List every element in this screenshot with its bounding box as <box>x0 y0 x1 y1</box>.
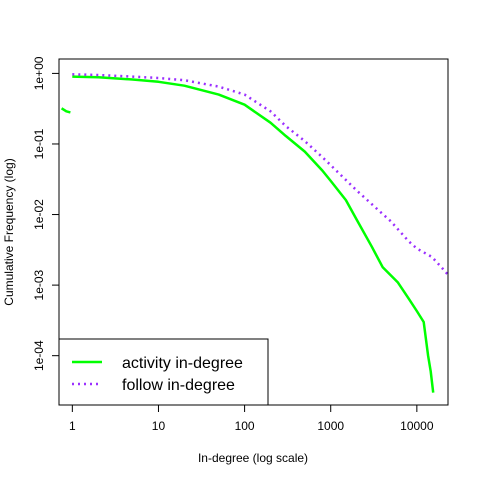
y-axis: 1e+00 1e-01 1e-02 1e-03 1e-04 <box>32 56 60 371</box>
y-tick-label: 1e-04 <box>32 340 46 371</box>
y-tick-label: 1e-02 <box>32 199 46 230</box>
series-line-follow <box>72 73 449 276</box>
x-tick-label: 1 <box>69 419 76 433</box>
x-tick-label: 10000 <box>400 419 434 433</box>
x-tick-label: 10 <box>152 419 166 433</box>
series-line-activity <box>72 75 435 393</box>
x-tick-label: 1000 <box>317 419 344 433</box>
legend: activity in-degree follow in-degree <box>58 338 269 406</box>
legend-label: activity in-degree <box>122 355 243 372</box>
y-tick-label: 1e-03 <box>32 269 46 300</box>
legend-box <box>58 338 269 406</box>
plot-area <box>60 73 449 393</box>
x-tick-label: 100 <box>235 419 255 433</box>
y-axis-title: Cumulative Frequency (log) <box>2 158 16 305</box>
series-line-activity <box>60 107 71 114</box>
y-tick-label: 1e-01 <box>32 128 46 159</box>
x-axis: 1 10 100 1000 10000 <box>69 404 434 433</box>
y-tick-label: 1e+00 <box>32 56 46 90</box>
x-axis-title: In-degree (log scale) <box>198 451 308 465</box>
legend-label: follow in-degree <box>122 377 235 394</box>
